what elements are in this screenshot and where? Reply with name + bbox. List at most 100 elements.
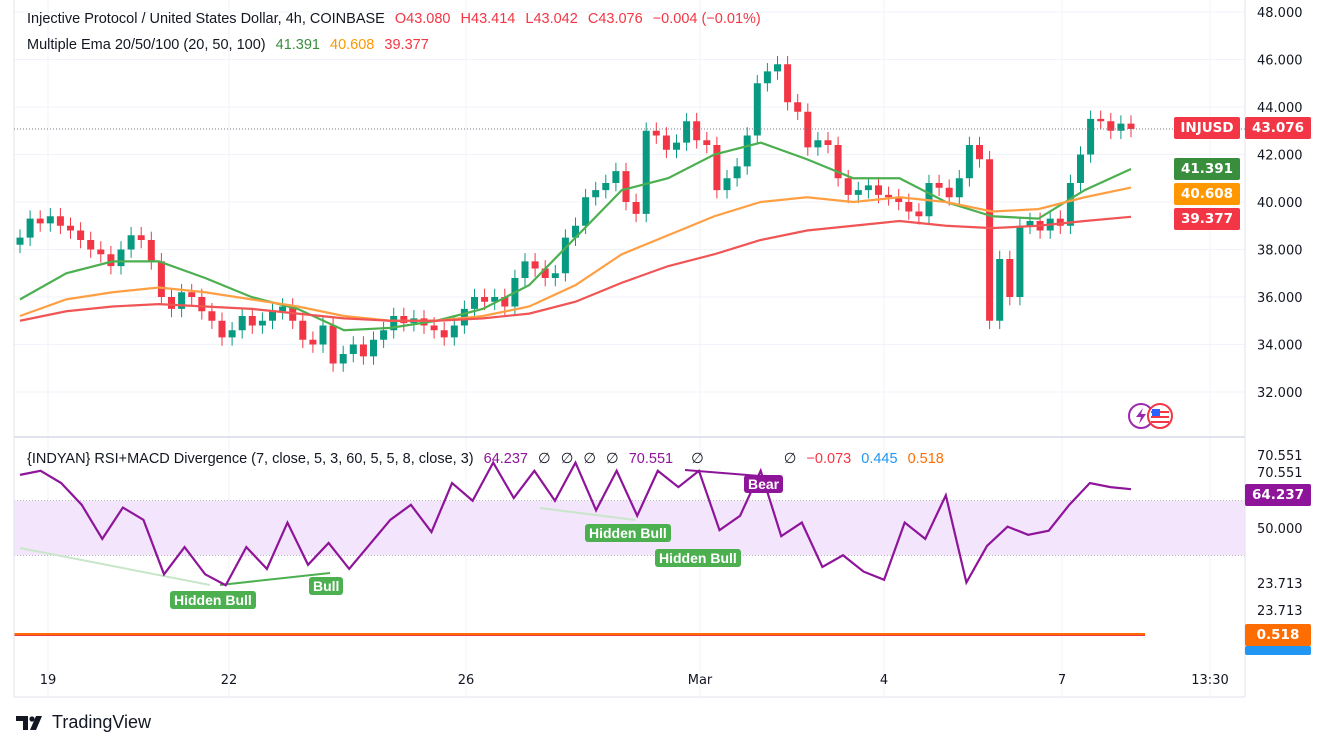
candle-body bbox=[299, 320, 307, 340]
candle-body bbox=[1097, 118, 1105, 122]
candle-body bbox=[1087, 118, 1095, 155]
ema100-tag: 39.377 bbox=[1174, 208, 1240, 230]
candle-body bbox=[137, 235, 145, 240]
candle-body bbox=[875, 185, 882, 195]
alerts-icon[interactable] bbox=[1127, 402, 1175, 430]
rsi-axis-label: 50.000 bbox=[1257, 522, 1303, 537]
candle-body bbox=[238, 316, 246, 331]
candle-body bbox=[107, 254, 115, 267]
candle-body bbox=[97, 249, 105, 255]
candle-body bbox=[46, 216, 54, 224]
candle-body bbox=[935, 183, 943, 188]
rsi-axis-label: 23.713 bbox=[1257, 604, 1303, 619]
candle-body bbox=[218, 320, 226, 338]
signal-tag bbox=[1245, 646, 1311, 655]
candle-body bbox=[905, 202, 913, 212]
candle-body bbox=[551, 273, 559, 278]
candle-body bbox=[986, 159, 994, 321]
candle-body bbox=[784, 64, 792, 103]
candle-body bbox=[127, 235, 135, 250]
candle-body bbox=[501, 297, 509, 307]
candle-body bbox=[612, 171, 620, 183]
candle-body bbox=[1006, 259, 1014, 297]
candle-body bbox=[733, 166, 741, 179]
candle-body bbox=[471, 297, 478, 309]
na-value: ∅ bbox=[783, 451, 797, 467]
rsi-axis-label: 23.713 bbox=[1257, 577, 1303, 592]
candle-body bbox=[895, 197, 903, 202]
candle-body bbox=[339, 354, 347, 364]
candle-body bbox=[794, 102, 802, 112]
candle-body bbox=[915, 211, 923, 217]
candle-body bbox=[178, 292, 186, 309]
ema50-value: 40.608 bbox=[330, 37, 375, 53]
candle-body bbox=[622, 171, 630, 202]
candle-body bbox=[147, 240, 155, 262]
na-value: ∅ bbox=[538, 451, 551, 467]
rsi-value: 64.237 bbox=[483, 451, 528, 467]
candle-body bbox=[228, 330, 236, 338]
candle-body bbox=[370, 339, 377, 357]
candle-body bbox=[753, 83, 761, 136]
candle-body bbox=[662, 135, 670, 150]
candles bbox=[16, 55, 1135, 372]
price-axis-label: 44.000 bbox=[1257, 101, 1303, 116]
indicator-legend: {INDYAN} RSI+MACD Divergence (7, close, … bbox=[27, 451, 950, 467]
candle-body bbox=[481, 297, 489, 302]
divergence-label: Hidden Bull bbox=[170, 591, 256, 609]
price-axis-label: 46.000 bbox=[1257, 54, 1303, 69]
candle-body bbox=[450, 325, 458, 338]
na-value: ∅ bbox=[691, 451, 704, 467]
candle-body bbox=[309, 339, 317, 345]
candle-body bbox=[1056, 218, 1064, 226]
time-axis-label: 4 bbox=[880, 673, 888, 688]
symbol-tag: INJUSD bbox=[1174, 117, 1240, 139]
candle-body bbox=[592, 190, 600, 198]
divergence-label: Bull bbox=[309, 577, 344, 595]
price-axis-label: 34.000 bbox=[1257, 339, 1303, 354]
overlap-value: 70.551 bbox=[628, 451, 674, 467]
candle-body bbox=[885, 194, 893, 198]
candle-body bbox=[521, 261, 529, 278]
candle-body bbox=[713, 145, 721, 191]
time-axis-label: 22 bbox=[221, 673, 238, 688]
candle-body bbox=[198, 297, 206, 312]
ema50-tag: 40.608 bbox=[1174, 183, 1240, 205]
time-axis-label: Mar bbox=[688, 673, 713, 688]
time-axis-label: 13:30 bbox=[1191, 673, 1228, 688]
candle-body bbox=[258, 320, 266, 326]
candle-body bbox=[1016, 225, 1024, 297]
rsi-line bbox=[19, 460, 1132, 587]
candle-body bbox=[248, 316, 256, 326]
candle-body bbox=[188, 292, 196, 297]
candle-body bbox=[319, 325, 327, 345]
tradingview-logo[interactable]: TradingView bbox=[16, 712, 151, 733]
axes: 48.000 46.000 44.000 42.000 40.000 38.000 36.0… bbox=[13, 0, 1303, 698]
ema100-value: 39.377 bbox=[384, 37, 429, 53]
ema-lines bbox=[19, 141, 1132, 332]
candle-body bbox=[1127, 123, 1135, 129]
time-axis-label: 26 bbox=[458, 673, 475, 688]
price-axis-label: 42.000 bbox=[1257, 149, 1303, 164]
candle-body bbox=[1077, 154, 1084, 183]
open-value: O43.080 bbox=[394, 11, 451, 27]
candle-body bbox=[965, 145, 973, 179]
candle-body bbox=[1107, 121, 1115, 131]
candle-body bbox=[1026, 221, 1034, 226]
close-value: C43.076 bbox=[587, 11, 643, 27]
candle-body bbox=[440, 330, 448, 338]
candle-body bbox=[673, 142, 680, 150]
rsi-axis-label: 70.551 bbox=[1257, 466, 1303, 481]
divergence-line bbox=[19, 547, 211, 586]
ema20-tag: 41.391 bbox=[1174, 158, 1240, 180]
divergence-line bbox=[219, 572, 331, 586]
candle-body bbox=[996, 259, 1004, 321]
ema-legend: Multiple Ema 20/50/100 (20, 50, 100) 41.… bbox=[27, 37, 435, 53]
candle-body bbox=[117, 249, 125, 267]
ema-title: Multiple Ema 20/50/100 (20, 50, 100) bbox=[27, 37, 266, 53]
candle-body bbox=[693, 121, 701, 141]
candle-body bbox=[349, 344, 357, 354]
candle-body bbox=[703, 140, 711, 145]
candle-body bbox=[602, 183, 610, 191]
